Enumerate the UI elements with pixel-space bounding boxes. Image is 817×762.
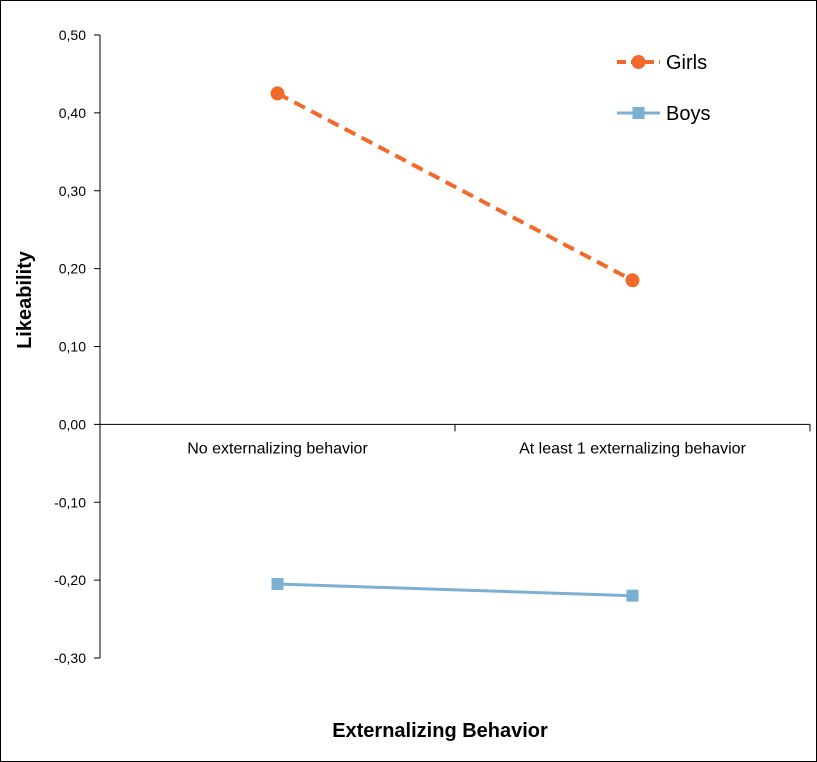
legend: Girls Boys [617, 52, 710, 125]
y-tick-label: 0,10 [59, 339, 86, 355]
legend-marker [632, 107, 645, 119]
y-tick-label: 0,50 [59, 27, 86, 43]
y-tick-label: -0,20 [54, 572, 86, 588]
category-label: No externalizing behavior [187, 440, 368, 457]
y-tick-label: 0,00 [59, 416, 86, 432]
x-axis-title: Externalizing Behavior [332, 720, 548, 742]
axes [94, 34, 811, 659]
y-axis-title: Likeability [14, 250, 36, 349]
y-tick-label: 0,20 [59, 261, 86, 277]
legend-label: Boys [666, 103, 710, 125]
series-layer [270, 86, 640, 602]
data-point-boys [626, 589, 639, 602]
y-tick-label: -0,10 [54, 494, 86, 510]
legend-item-girls: Girls [617, 52, 707, 74]
legend-item-boys: Boys [617, 103, 710, 125]
category-label: At least 1 externalizing behavior [519, 440, 746, 457]
y-tick-label: 0,30 [59, 183, 86, 199]
y-tick-labels: 0,50 0,40 0,30 0,20 0,10 0,00 -0,10 -0,20 -0,30 [54, 27, 86, 666]
series-boys [271, 578, 639, 602]
data-point-girls [270, 86, 285, 101]
series-line-boys [277, 582, 633, 598]
category-labels: No externalizing behavior At least 1 exte… [187, 440, 746, 457]
y-tick-label: 0,40 [59, 105, 86, 121]
series-line-girls [276, 91, 634, 283]
series-girls [270, 86, 640, 288]
legend-label: Girls [666, 52, 707, 74]
legend-marker [631, 55, 646, 69]
data-point-girls [625, 273, 640, 288]
y-tick-label: -0,30 [54, 650, 86, 666]
data-point-boys [271, 578, 284, 591]
